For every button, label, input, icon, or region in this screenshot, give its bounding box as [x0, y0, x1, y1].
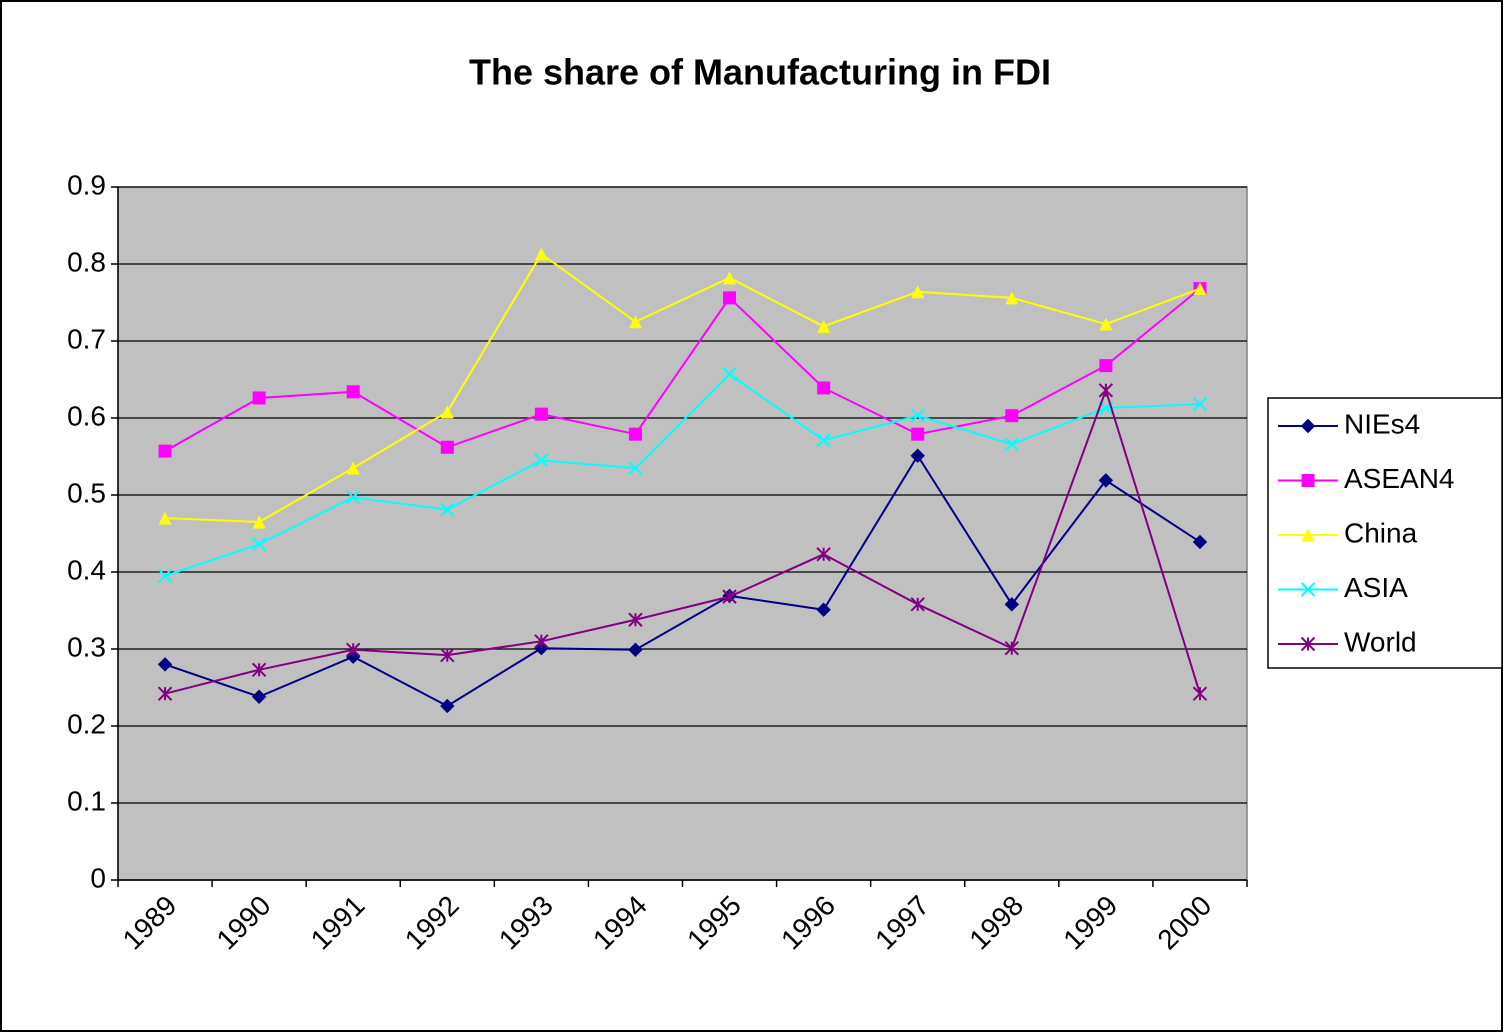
marker [816, 602, 831, 617]
marker [1098, 383, 1114, 398]
series-line [165, 252, 1201, 523]
marker [1004, 641, 1019, 656]
series-line [164, 287, 1201, 452]
marker [1192, 396, 1208, 412]
legend-label: NIEs4 [1344, 408, 1420, 439]
legend-marker [1301, 474, 1315, 487]
marker [534, 407, 548, 421]
legend-marker [1300, 636, 1316, 652]
marker [534, 247, 548, 261]
legend-marker [1300, 582, 1316, 597]
marker [440, 440, 454, 454]
chart-title: The share of Manufacturing in FDI [469, 52, 1051, 93]
marker [252, 391, 266, 405]
y-tick-label: 0.6 [67, 400, 106, 431]
marker [534, 453, 549, 468]
y-tick-label: 0.2 [67, 708, 106, 739]
y-tick-label: 0.4 [67, 554, 106, 585]
marker [817, 319, 831, 333]
marker [910, 408, 925, 423]
y-tick-label: 0.5 [67, 477, 106, 508]
marker [440, 405, 454, 419]
y-tick-label: 0 [90, 862, 106, 893]
marker [1099, 359, 1113, 373]
marker [1005, 409, 1019, 423]
marker [534, 634, 549, 649]
marker [251, 537, 267, 552]
y-tick-label: 0.1 [67, 785, 106, 816]
marker [157, 657, 173, 672]
marker [158, 444, 172, 458]
marker [158, 511, 172, 525]
series-line [164, 372, 1200, 577]
plot-area [117, 186, 1248, 881]
marker [628, 460, 643, 476]
legend-label: World [1344, 626, 1417, 657]
marker [1004, 436, 1019, 452]
legend-label: ASEAN4 [1344, 463, 1455, 494]
marker [628, 315, 642, 329]
marker [1098, 473, 1114, 488]
legend-marker [1301, 528, 1315, 542]
y-tick-label: 0.7 [67, 323, 106, 354]
marker [722, 589, 737, 604]
marker [157, 686, 173, 701]
legend-marker [1300, 418, 1316, 434]
marker [346, 490, 361, 505]
marker [346, 461, 360, 475]
marker [252, 515, 266, 529]
marker [911, 427, 925, 441]
marker [628, 642, 643, 657]
marker [1005, 291, 1019, 305]
marker [628, 612, 643, 627]
marker [440, 647, 455, 663]
marker [157, 568, 173, 584]
marker [816, 433, 831, 448]
marker [911, 285, 925, 299]
marker [251, 662, 267, 677]
marker [723, 271, 737, 285]
marker [440, 502, 455, 517]
series-line [164, 453, 1201, 708]
series-line [164, 387, 1201, 695]
marker [722, 366, 737, 382]
marker [440, 698, 455, 714]
marker [628, 427, 642, 441]
marker [910, 597, 925, 612]
marker [1004, 597, 1019, 612]
marker [1192, 686, 1208, 701]
marker [723, 291, 737, 305]
marker [816, 547, 831, 562]
marker [817, 381, 831, 395]
marker [1192, 534, 1208, 550]
legend-label: ASIA [1344, 572, 1408, 603]
y-tick-label: 0.8 [67, 246, 106, 277]
marker [1099, 317, 1113, 331]
marker [346, 385, 360, 399]
legend: NIEs4 ASEAN4 China ASIA World [1267, 397, 1503, 669]
y-tick-label: 0.3 [67, 631, 106, 662]
marker [1193, 282, 1207, 296]
marker [251, 689, 267, 704]
legend-label: China [1344, 517, 1418, 548]
marker [910, 448, 925, 463]
y-tick-label: 0.9 [67, 169, 106, 200]
marker [346, 642, 361, 657]
